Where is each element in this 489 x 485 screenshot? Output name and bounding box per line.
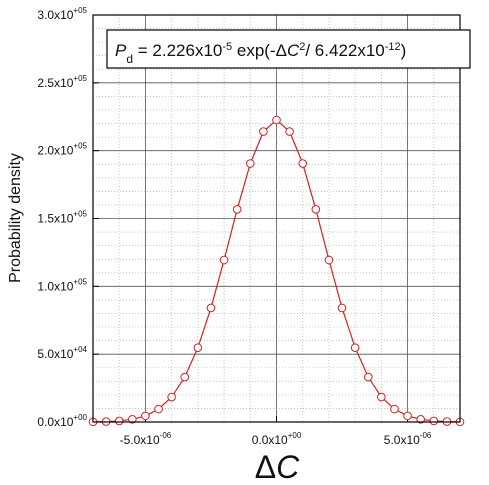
x-tick-label: 0.0x10+00 <box>252 431 302 447</box>
annotation-part: exp(-Δ <box>232 41 287 60</box>
annotation-part: d <box>126 52 133 66</box>
data-point <box>298 159 308 168</box>
data-point <box>245 159 255 168</box>
annotation-part: ) <box>401 41 407 60</box>
annotation-part: 2 <box>299 41 305 53</box>
data-point <box>403 411 412 421</box>
tick-label-base: 0.0x10 <box>252 433 288 447</box>
x-axis-label-part: Δ <box>255 449 276 485</box>
x-axis-label-part: C <box>276 449 300 485</box>
data-point <box>390 404 399 414</box>
tick-label-base: 2.5x10 <box>37 76 73 90</box>
data-point <box>272 115 281 125</box>
annotation-box <box>106 29 471 69</box>
data-point <box>324 255 334 265</box>
tick-label-base: 2.0x10 <box>37 144 73 158</box>
tick-label-exponent: -06 <box>420 431 432 440</box>
tick-label-exponent: +04 <box>73 345 87 354</box>
y-tick-label: 1.0x10+05 <box>37 277 87 293</box>
data-point <box>154 404 163 414</box>
y-tick-label: 0.0x10+00 <box>37 413 87 429</box>
data-point <box>232 204 242 214</box>
data-point <box>416 414 425 424</box>
tick-label-exponent: +05 <box>73 277 87 286</box>
tick-label-base: 5.0x10 <box>384 433 420 447</box>
annotation-part: -12 <box>385 41 401 53</box>
y-tick-label: 2.5x10+05 <box>37 74 87 90</box>
tick-label-base: 1.0x10 <box>37 279 73 293</box>
grid <box>92 14 461 423</box>
annotation: Pd = 2.226x10-5 exp(-ΔC2/ 6.422x10-12) <box>115 41 406 66</box>
data-point <box>128 414 137 424</box>
tick-label-base: 5.0x10 <box>37 347 73 361</box>
data-point <box>180 372 190 382</box>
data-point <box>285 127 294 136</box>
annotation-part: = 2.226x10 <box>133 41 222 60</box>
data-point <box>259 127 268 136</box>
data-point <box>193 343 203 352</box>
annotation-part: C <box>287 41 300 60</box>
data-point <box>206 303 216 313</box>
y-tick-label: 5.0x10+04 <box>37 345 87 361</box>
data-point <box>350 343 360 352</box>
data-point <box>167 392 176 402</box>
tick-label-exponent: +05 <box>73 74 87 83</box>
tick-label-exponent: -06 <box>160 431 172 440</box>
tick-label-exponent: +00 <box>73 413 87 422</box>
y-axis-label: Probability density <box>7 153 24 283</box>
y-tick-label: 2.0x10+05 <box>37 142 87 158</box>
tick-label-base: -5.0x10 <box>120 433 160 447</box>
data-point <box>337 303 347 313</box>
y-tick-label: 1.5x10+05 <box>37 210 87 226</box>
x-tick-label: -5.0x10-06 <box>120 431 172 447</box>
data-point <box>141 411 150 421</box>
data-point <box>363 372 373 382</box>
annotation-part: P <box>115 41 127 60</box>
data-point <box>114 416 124 426</box>
tick-label-exponent: +00 <box>288 431 302 440</box>
plot-frame <box>92 14 461 423</box>
data-point <box>219 255 229 265</box>
tick-label-exponent: +05 <box>73 142 87 151</box>
annotation-part: -5 <box>222 41 232 53</box>
x-tick-label: 5.0x10-06 <box>384 431 432 447</box>
tick-label-base: 0.0x10 <box>37 415 73 429</box>
data-point <box>377 392 386 402</box>
data-point <box>311 204 321 214</box>
y-tick-label: 3.0x10+05 <box>37 6 87 22</box>
tick-label-base: 3.0x10 <box>37 8 73 22</box>
data-point <box>429 416 439 426</box>
tick-label-base: 1.5x10 <box>37 212 73 226</box>
tick-label-exponent: +05 <box>73 210 87 219</box>
annotation-part: / 6.422x10 <box>305 41 384 60</box>
x-axis-label: ΔC <box>255 449 300 485</box>
tick-label-exponent: +05 <box>73 6 87 15</box>
